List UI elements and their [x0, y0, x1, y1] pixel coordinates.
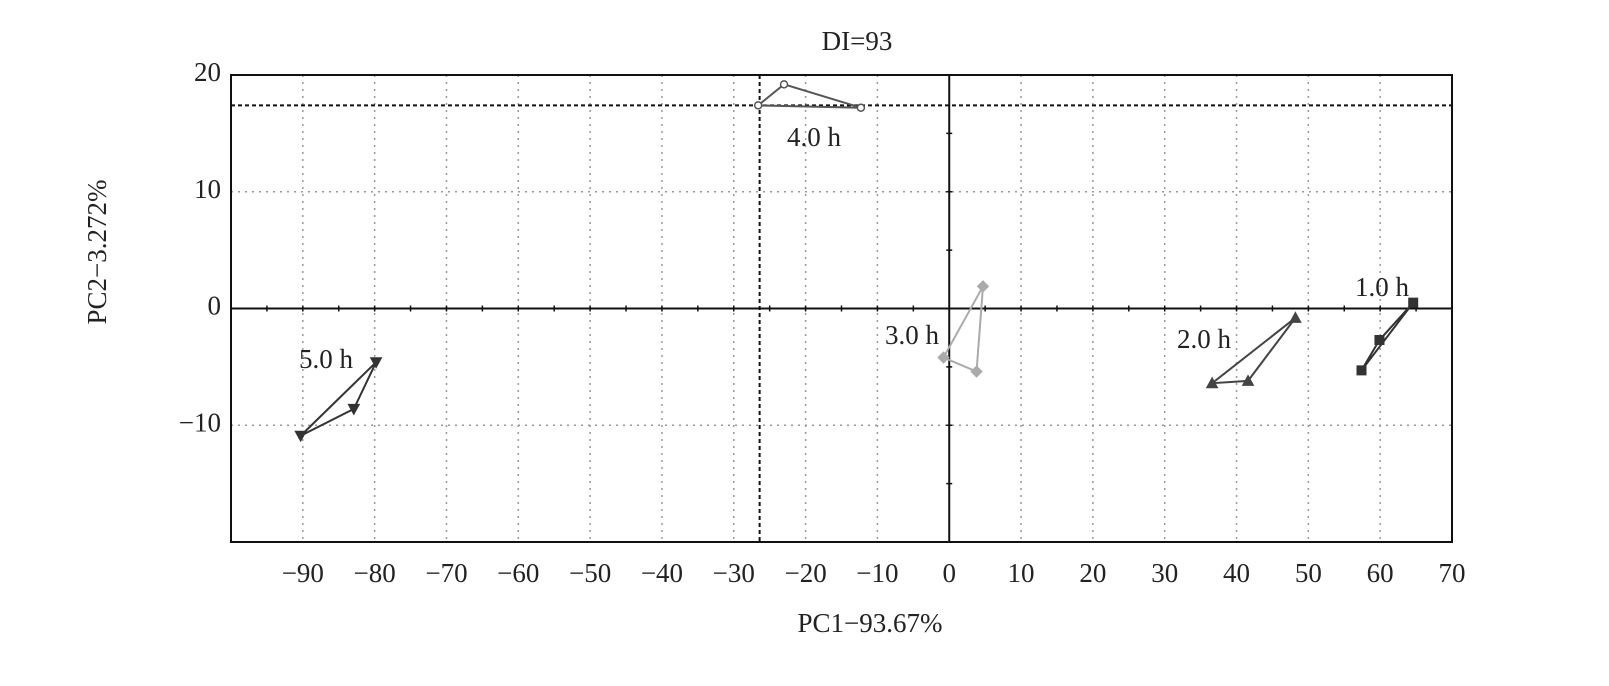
group-outline — [755, 83, 862, 109]
point — [1205, 376, 1219, 389]
point — [347, 403, 361, 416]
x-tick-label: 60 — [1367, 558, 1394, 588]
point — [970, 365, 983, 378]
group-label: 2.0 h — [1177, 324, 1232, 354]
group-outline — [299, 361, 377, 437]
x-tick-label: −40 — [641, 558, 683, 588]
x-tick-label: 70 — [1439, 558, 1466, 588]
y-tick-label: 10 — [194, 174, 221, 204]
x-tick-label: 0 — [942, 558, 956, 588]
point — [1356, 365, 1367, 376]
x-tick-label: −80 — [354, 558, 396, 588]
x-tick-label: 20 — [1079, 558, 1106, 588]
y-tick-label: −10 — [179, 407, 221, 437]
x-tick-label: −90 — [282, 558, 324, 588]
x-tick-label: 50 — [1295, 558, 1322, 588]
group-label: 4.0 h — [787, 122, 842, 152]
point — [1408, 297, 1419, 308]
y-tick-label: 20 — [194, 57, 221, 87]
point — [369, 357, 383, 369]
x-axis-label: PC1−93.67% — [798, 608, 943, 638]
x-tick-label: 40 — [1223, 558, 1250, 588]
group-label: 1.0 h — [1355, 272, 1410, 302]
group-outline — [1208, 317, 1297, 385]
group-outline — [942, 285, 984, 374]
x-tick-label: −60 — [497, 558, 539, 588]
plot-frame — [230, 74, 1453, 543]
point — [856, 103, 866, 112]
point — [937, 351, 950, 364]
point — [294, 430, 308, 443]
y-axis-label: PC2−3.272% — [82, 180, 112, 325]
point — [1241, 374, 1255, 386]
point — [1374, 335, 1385, 346]
x-tick-label: −10 — [856, 558, 898, 588]
point — [779, 80, 789, 89]
chart-title: DI=93 — [822, 26, 893, 56]
x-tick-label: −70 — [425, 558, 467, 588]
x-tick-label: 10 — [1008, 558, 1035, 588]
x-tick-label: −30 — [713, 558, 755, 588]
y-tick-label: 0 — [208, 291, 222, 321]
group-outline — [1360, 301, 1415, 371]
point — [976, 280, 990, 293]
group-label: 3.0 h — [885, 320, 940, 350]
x-tick-label: 30 — [1151, 558, 1178, 588]
x-tick-label: −20 — [784, 558, 826, 588]
x-tick-label: −50 — [569, 558, 611, 588]
point — [753, 101, 763, 110]
point — [1289, 311, 1302, 323]
group-label: 5.0 h — [299, 344, 354, 374]
